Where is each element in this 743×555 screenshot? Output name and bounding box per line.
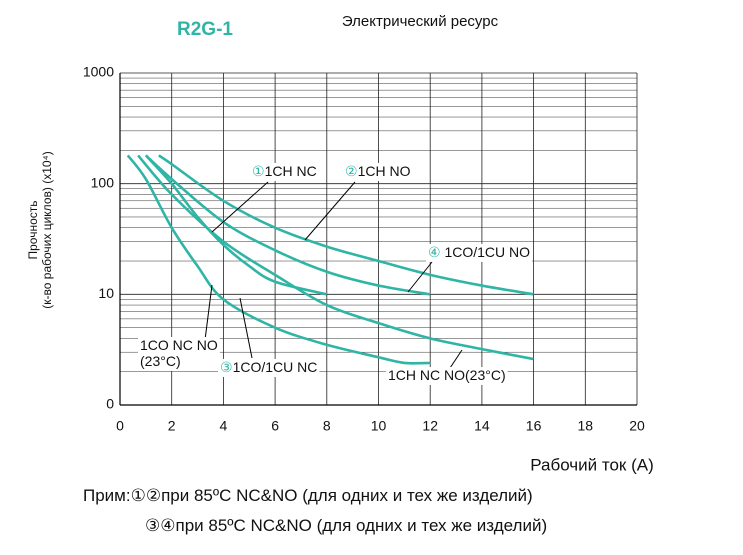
curve xyxy=(137,154,534,361)
annotation: 1CH NC NO(23°C) xyxy=(388,367,506,383)
x-tick-label: 18 xyxy=(578,418,594,434)
chart-subtitle: Электрический ресурс xyxy=(342,13,499,30)
y-tick-label: 1000 xyxy=(83,64,114,80)
label-bg xyxy=(218,359,320,377)
annotation: ③1CO/1CU NC xyxy=(220,359,317,375)
note-markers: ③④ xyxy=(145,516,175,535)
annotation: (23°C) xyxy=(140,353,181,369)
x-tick-label: 4 xyxy=(220,418,228,434)
y-tick-label: 10 xyxy=(98,285,114,301)
note: ③④при 85ºC NC&NO (для одних и тех же изд… xyxy=(145,516,547,535)
annotation-text: 1CH NC NO(23°C) xyxy=(388,367,506,383)
annotation-text: 1CO NC NO xyxy=(140,337,218,353)
x-tick-label: 0 xyxy=(116,418,124,434)
x-tick-label: 12 xyxy=(422,418,438,434)
curve xyxy=(126,154,431,365)
x-axis-label: Рабочий ток (A) xyxy=(530,455,654,474)
y-axis-label: (к-во рабочих циклов) (x10⁴) xyxy=(40,151,54,308)
annotation-marker: ③ xyxy=(220,359,233,375)
y-tick-label: 0 xyxy=(106,396,114,412)
curve xyxy=(144,154,328,296)
x-tick-label: 16 xyxy=(526,418,542,434)
label-bg xyxy=(343,163,413,181)
note: Прим:①②при 85ºC NC&NO (для одних и тех ж… xyxy=(83,486,533,505)
note-prefix: Прим: xyxy=(83,486,131,505)
label-bg xyxy=(250,163,319,181)
x-tick-label: 14 xyxy=(474,418,490,434)
annotation-text: (23°C) xyxy=(140,353,181,369)
leader-line xyxy=(211,181,269,233)
leader-line xyxy=(304,181,356,241)
annotation-marker: ④ xyxy=(428,244,441,260)
label-bg xyxy=(386,367,508,385)
leader-line xyxy=(239,297,253,359)
note-markers: ①② xyxy=(131,486,161,505)
annotation-text: 1CO/1CU NO xyxy=(441,244,531,260)
note-text: при 85ºC NC&NO (для одних и тех же издел… xyxy=(175,516,547,535)
label-bg xyxy=(138,353,183,371)
leader-line xyxy=(407,261,433,293)
note-text: при 85ºC NC&NO (для одних и тех же издел… xyxy=(161,486,533,505)
y-axis-label: Прочность xyxy=(26,200,40,259)
y-tick-label: 100 xyxy=(91,174,115,190)
annotation: ②1CH NO xyxy=(345,163,411,179)
label-bg xyxy=(138,337,220,355)
annotation: ①1CH NC xyxy=(252,163,317,179)
annotation-marker: ① xyxy=(252,163,265,179)
x-tick-label: 8 xyxy=(323,418,331,434)
x-tick-label: 2 xyxy=(168,418,176,434)
leader-line xyxy=(449,349,463,369)
annotation-text: 1CH NO xyxy=(358,163,411,179)
annotation-marker: ② xyxy=(345,163,358,179)
annotation-text: 1CH NC xyxy=(265,163,317,179)
x-tick-label: 20 xyxy=(629,418,645,434)
curve xyxy=(144,154,431,296)
annotation-text: 1CO/1CU NC xyxy=(233,359,318,375)
leader-line xyxy=(204,284,213,341)
curve xyxy=(158,154,534,296)
annotation: 1CO NC NO xyxy=(140,337,218,353)
x-tick-label: 10 xyxy=(371,418,387,434)
x-tick-label: 6 xyxy=(271,418,279,434)
chart-title: R2G-1 xyxy=(177,19,233,40)
annotation: ④ 1CO/1CU NO xyxy=(428,244,530,260)
label-bg xyxy=(426,244,533,262)
